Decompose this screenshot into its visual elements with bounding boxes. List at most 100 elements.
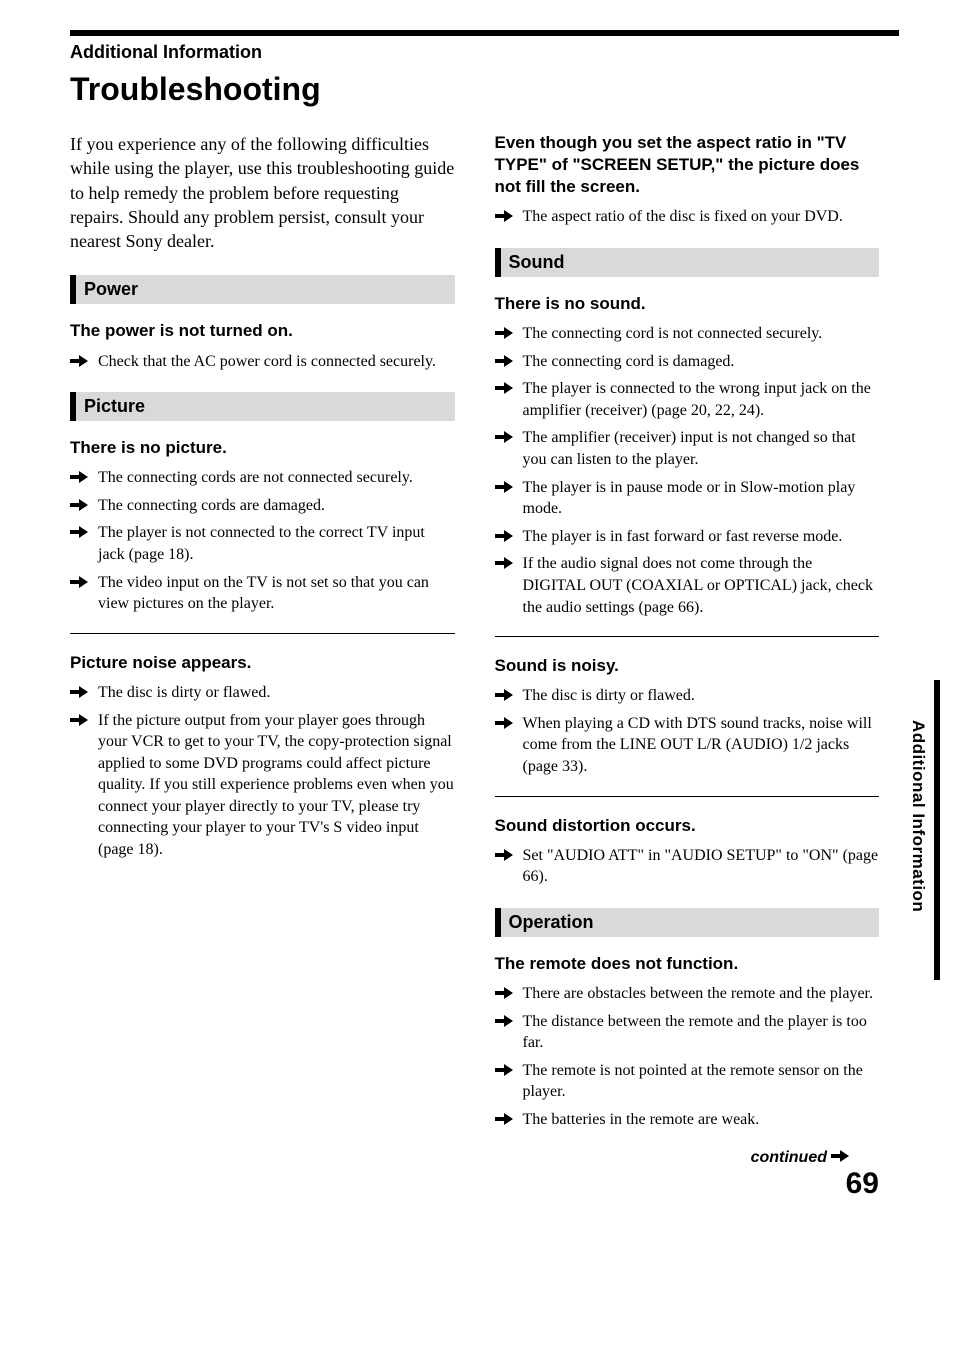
- intro-paragraph: If you experience any of the following d…: [70, 132, 455, 253]
- footer: continued 69: [495, 1149, 880, 1209]
- left-column: If you experience any of the following d…: [70, 132, 455, 1209]
- list-item: The player is connected to the wrong inp…: [495, 378, 880, 421]
- chapter-header: Additional Information: [70, 30, 899, 63]
- picture-q2-title: Picture noise appears.: [70, 652, 455, 674]
- arrow-icon: [495, 431, 517, 443]
- item-text: Set "AUDIO ATT" in "AUDIO SETUP" to "ON"…: [523, 845, 880, 888]
- continued-text: continued: [751, 1149, 827, 1167]
- arrow-icon: [70, 471, 92, 483]
- arrow-icon: [495, 849, 517, 861]
- sound-q3: Sound distortion occurs. Set "AUDIO ATT"…: [495, 815, 880, 888]
- picture-q1-title: There is no picture.: [70, 437, 455, 459]
- arrow-icon: [70, 576, 92, 588]
- item-text: The player is connected to the wrong inp…: [523, 378, 880, 421]
- list-item: The video input on the TV is not set so …: [70, 572, 455, 615]
- item-text: The connecting cords are damaged.: [98, 495, 455, 517]
- list-item: The player is in fast forward or fast re…: [495, 526, 880, 548]
- right-column: Even though you set the aspect ratio in …: [495, 132, 900, 1209]
- list-item: When playing a CD with DTS sound tracks,…: [495, 713, 880, 778]
- item-text: Check that the AC power cord is connecte…: [98, 351, 455, 373]
- arrow-icon: [495, 987, 517, 999]
- arrow-icon: [70, 526, 92, 538]
- power-q1-title: The power is not turned on.: [70, 320, 455, 342]
- side-tab-label: Additional Information: [908, 720, 928, 912]
- side-tab: Additional Information: [904, 690, 930, 970]
- arrow-icon: [70, 355, 92, 367]
- arrow-icon: [495, 689, 517, 701]
- arrow-icon: [495, 717, 517, 729]
- item-text: The player is not connected to the corre…: [98, 522, 455, 565]
- item-text: The connecting cord is damaged.: [523, 351, 880, 373]
- arrow-icon: [495, 557, 517, 569]
- side-tab-bar: [934, 680, 940, 980]
- section-sound-header: Sound: [495, 248, 880, 277]
- divider: [495, 796, 880, 797]
- list-item: The connecting cord is not connected sec…: [495, 323, 880, 345]
- continued-label: continued: [751, 1149, 849, 1167]
- divider: [70, 633, 455, 634]
- list-item: The connecting cords are damaged.: [70, 495, 455, 517]
- item-text: The batteries in the remote are weak.: [523, 1109, 880, 1131]
- item-text: The amplifier (receiver) input is not ch…: [523, 427, 880, 470]
- section-picture-header: Picture: [70, 392, 455, 421]
- arrow-icon: [495, 382, 517, 394]
- sound-q2: Sound is noisy. The disc is dirty or fla…: [495, 655, 880, 777]
- arrow-icon: [495, 355, 517, 367]
- item-text: If the picture output from your player g…: [98, 710, 455, 861]
- picture-q2: Picture noise appears. The disc is dirty…: [70, 652, 455, 861]
- picture-q3: Even though you set the aspect ratio in …: [495, 132, 880, 228]
- item-text: The distance between the remote and the …: [523, 1011, 880, 1054]
- item-text: The disc is dirty or flawed.: [98, 682, 455, 704]
- power-q1: The power is not turned on. Check that t…: [70, 320, 455, 372]
- item-text: The player is in pause mode or in Slow-m…: [523, 477, 880, 520]
- arrow-icon: [70, 714, 92, 726]
- section-power-header: Power: [70, 275, 455, 304]
- item-text: The aspect ratio of the disc is fixed on…: [523, 206, 880, 228]
- item-text: If the audio signal does not come throug…: [523, 553, 880, 618]
- list-item: The batteries in the remote are weak.: [495, 1109, 880, 1131]
- arrow-icon: [495, 530, 517, 542]
- divider: [495, 636, 880, 637]
- arrow-icon: [831, 1149, 849, 1167]
- list-item: Set "AUDIO ATT" in "AUDIO SETUP" to "ON"…: [495, 845, 880, 888]
- sound-q1: There is no sound. The connecting cord i…: [495, 293, 880, 618]
- picture-q1: There is no picture. The connecting cord…: [70, 437, 455, 615]
- content-columns: If you experience any of the following d…: [70, 132, 899, 1209]
- item-text: The video input on the TV is not set so …: [98, 572, 455, 615]
- list-item: The aspect ratio of the disc is fixed on…: [495, 206, 880, 228]
- list-item: There are obstacles between the remote a…: [495, 983, 880, 1005]
- operation-q1: The remote does not function. There are …: [495, 953, 880, 1131]
- arrow-icon: [495, 1064, 517, 1076]
- list-item: The amplifier (receiver) input is not ch…: [495, 427, 880, 470]
- arrow-icon: [495, 1015, 517, 1027]
- arrow-icon: [495, 1113, 517, 1125]
- item-text: The remote is not pointed at the remote …: [523, 1060, 880, 1103]
- list-item: The disc is dirty or flawed.: [70, 682, 455, 704]
- sound-q1-title: There is no sound.: [495, 293, 880, 315]
- item-text: When playing a CD with DTS sound tracks,…: [523, 713, 880, 778]
- list-item: The remote is not pointed at the remote …: [495, 1060, 880, 1103]
- list-item: The connecting cords are not connected s…: [70, 467, 455, 489]
- list-item: The disc is dirty or flawed.: [495, 685, 880, 707]
- list-item: The player is in pause mode or in Slow-m…: [495, 477, 880, 520]
- list-item: Check that the AC power cord is connecte…: [70, 351, 455, 373]
- operation-q1-title: The remote does not function.: [495, 953, 880, 975]
- sound-q3-title: Sound distortion occurs.: [495, 815, 880, 837]
- picture-q3-title: Even though you set the aspect ratio in …: [495, 132, 880, 198]
- page-title: Troubleshooting: [70, 71, 899, 108]
- item-text: The disc is dirty or flawed.: [523, 685, 880, 707]
- list-item: The connecting cord is damaged.: [495, 351, 880, 373]
- arrow-icon: [495, 327, 517, 339]
- item-text: There are obstacles between the remote a…: [523, 983, 880, 1005]
- arrow-icon: [70, 499, 92, 511]
- arrow-icon: [70, 686, 92, 698]
- sound-q2-title: Sound is noisy.: [495, 655, 880, 677]
- page-number: 69: [846, 1167, 879, 1201]
- list-item: If the audio signal does not come throug…: [495, 553, 880, 618]
- item-text: The player is in fast forward or fast re…: [523, 526, 880, 548]
- list-item: If the picture output from your player g…: [70, 710, 455, 861]
- item-text: The connecting cord is not connected sec…: [523, 323, 880, 345]
- list-item: The player is not connected to the corre…: [70, 522, 455, 565]
- section-operation-header: Operation: [495, 908, 880, 937]
- arrow-icon: [495, 481, 517, 493]
